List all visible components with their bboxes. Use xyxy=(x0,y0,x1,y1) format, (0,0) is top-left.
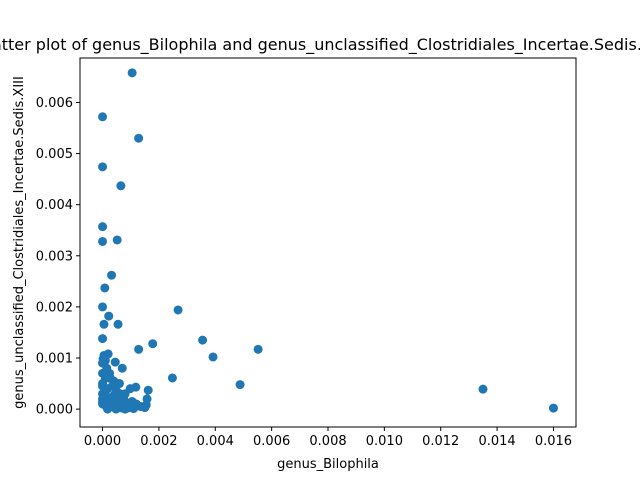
points-layer xyxy=(98,68,558,414)
x-tick-label: 0.000 xyxy=(84,434,121,449)
plot-frame xyxy=(79,57,577,428)
scatter-point xyxy=(100,283,110,293)
y-tick-label: 0.006 xyxy=(36,96,73,111)
scatter-point xyxy=(127,68,137,78)
scatter-point xyxy=(107,270,117,280)
y-tick-label: 0.005 xyxy=(36,147,73,162)
scatter-point xyxy=(548,403,558,413)
y-tick-label: 0.001 xyxy=(36,352,73,367)
scatter-point xyxy=(98,162,108,172)
scatter-point xyxy=(478,384,488,394)
x-axis: 0.000 0.002 0.004 0.006 0.008 0.010 0.012 0.014… xyxy=(84,427,572,449)
x-tick-label: 0.004 xyxy=(197,434,234,449)
scatter-point xyxy=(253,344,263,354)
scatter-point xyxy=(103,404,113,414)
y-tick-label: 0.003 xyxy=(36,249,73,264)
scatter-point xyxy=(104,311,114,321)
scatter-point xyxy=(98,302,108,312)
y-axis-label: genus_unclassified_Clostridiales_Incerta… xyxy=(12,76,27,409)
scatter-point xyxy=(98,236,108,246)
scatter-point xyxy=(134,344,144,354)
scatter-point xyxy=(116,181,126,191)
scatter-point xyxy=(101,372,111,382)
scatter-point xyxy=(143,385,153,395)
scatter-point xyxy=(109,390,119,400)
y-axis: 0.000 0.001 0.002 0.003 0.004 0.005 0.006 xyxy=(36,96,80,418)
x-tick-label: 0.008 xyxy=(309,434,346,449)
scatter-point xyxy=(98,381,108,391)
scatter-point xyxy=(103,349,113,359)
x-tick-label: 0.006 xyxy=(253,434,290,449)
x-tick-label: 0.014 xyxy=(478,434,515,449)
scatter-point xyxy=(98,334,108,344)
scatter-point xyxy=(99,319,109,329)
y-tick-label: 0.000 xyxy=(36,403,73,418)
scatter-point xyxy=(173,305,183,315)
scatter-point xyxy=(208,352,218,362)
scatter-point xyxy=(113,319,123,329)
scatter-point xyxy=(112,404,122,414)
y-tick-label: 0.004 xyxy=(36,198,73,213)
x-tick-label: 0.010 xyxy=(366,434,403,449)
scatter-point xyxy=(117,363,127,373)
scatter-point xyxy=(167,373,177,383)
scatter-point xyxy=(98,222,108,232)
scatter-point xyxy=(110,357,120,367)
x-tick-label: 0.012 xyxy=(422,434,459,449)
x-axis-label: genus_Bilophila xyxy=(277,457,379,472)
scatter-point xyxy=(198,335,208,345)
x-tick-label: 0.016 xyxy=(535,434,572,449)
y-tick-label: 0.002 xyxy=(36,300,73,315)
chart-title: Scatter plot of genus_Bilophila and genu… xyxy=(0,35,640,55)
scatter-point xyxy=(140,403,150,413)
scatter-point xyxy=(235,380,245,390)
scatter-point xyxy=(112,235,122,245)
scatter-point xyxy=(134,133,144,143)
scatter-point xyxy=(114,379,124,389)
scatter-point xyxy=(148,339,158,349)
scatter-point xyxy=(122,403,132,413)
scatter-point xyxy=(98,112,108,122)
scatter-point xyxy=(98,358,108,368)
x-tick-label: 0.002 xyxy=(140,434,177,449)
